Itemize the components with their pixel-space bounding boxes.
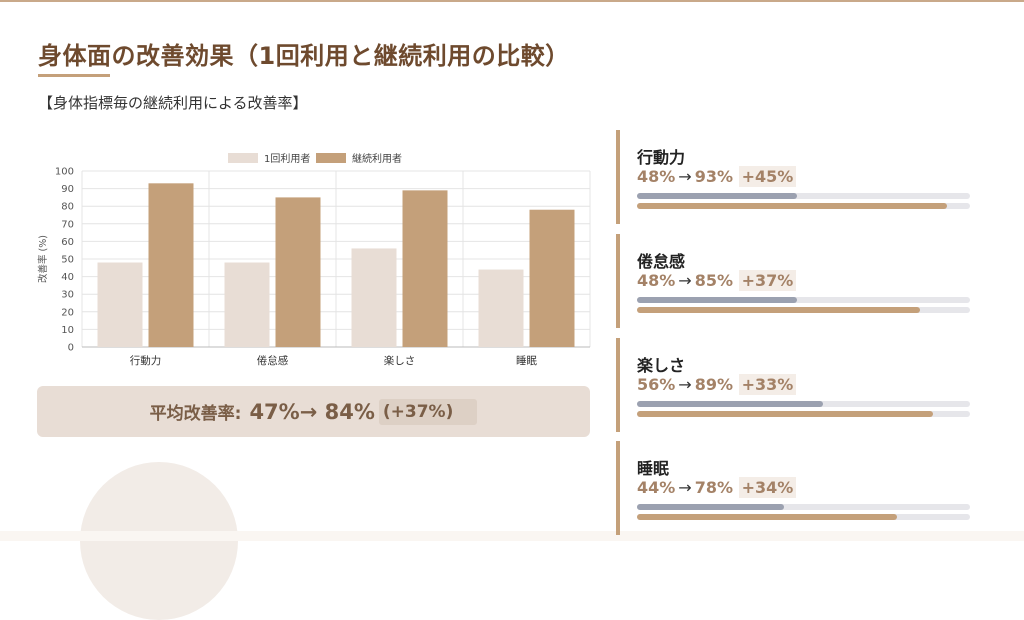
arrow-icon: → <box>678 271 692 290</box>
legend-label: 継続利用者 <box>352 152 402 165</box>
y-tick-label: 90 <box>61 184 74 195</box>
metric-after: 93% <box>694 167 739 186</box>
y-axis-label: 改善率 (%) <box>37 235 49 283</box>
progress-fill-single <box>637 193 797 199</box>
average-label: 平均改善率: <box>149 404 242 424</box>
y-tick-label: 40 <box>61 272 74 283</box>
bar-single <box>224 262 270 347</box>
bar-chart-svg: 0 10 20 30 40 50 60 70 80 90 100 改善率 (%) 行動力 倦怠感 楽しさ 睡眠… <box>37 152 591 367</box>
metric-values: 44% → 78% +34% <box>637 477 797 498</box>
bar-track-single <box>637 297 970 303</box>
bar-track-continuous <box>637 411 970 417</box>
progress-fill-continuous <box>637 514 897 520</box>
y-tick-label: 80 <box>61 202 74 213</box>
metric-values: 48% → 93% +45% <box>637 166 797 187</box>
metric-card: 倦怠感 48% → 85% +37% <box>616 234 980 328</box>
progress-fill-single <box>637 504 784 510</box>
bar-track-continuous <box>637 203 970 209</box>
average-value: 47%→ 84% <box>249 399 375 424</box>
x-tick-label: 倦怠感 <box>257 354 289 367</box>
y-tick-label: 0 <box>68 343 74 354</box>
metric-name: 行動力 <box>637 148 686 167</box>
x-tick-label: 睡眠 <box>516 354 537 367</box>
average-diff: (+37%) <box>378 398 478 425</box>
metric-values: 48% → 85% +37% <box>637 270 797 291</box>
progress-fill-continuous <box>637 307 921 313</box>
metric-diff: +37% <box>738 270 797 291</box>
bar-continuous <box>402 190 448 347</box>
metric-diff: +33% <box>738 374 797 395</box>
metric-after: 89% <box>694 375 739 394</box>
page-subtitle: 【身体指標毎の継続利用による改善率】 <box>38 94 308 112</box>
metric-values: 56% → 89% +33% <box>637 374 797 395</box>
y-tick-label: 60 <box>61 237 74 248</box>
progress-fill-single <box>637 401 824 407</box>
y-tick-label: 70 <box>61 219 74 230</box>
legend-swatch <box>316 153 346 163</box>
title-underline <box>38 74 110 77</box>
arrow-icon: → <box>678 375 692 394</box>
bar-continuous <box>529 209 575 347</box>
bar-single <box>351 248 397 347</box>
bar-single <box>97 262 143 347</box>
average-improvement-box: 平均改善率: 47%→ 84% (+37%) <box>37 386 590 437</box>
y-tick-label: 10 <box>61 325 74 336</box>
metric-card: 睡眠 44% → 78% +34% <box>616 441 980 535</box>
metric-after: 78% <box>694 478 739 497</box>
bar-track-single <box>637 193 970 199</box>
metric-before: 48% <box>637 271 676 290</box>
metric-diff: +34% <box>738 477 797 498</box>
metric-before: 44% <box>637 478 676 497</box>
bar-single <box>478 269 524 347</box>
decorative-circle <box>80 462 238 620</box>
x-tick-label: 行動力 <box>130 354 162 367</box>
bottom-band <box>0 531 1024 541</box>
y-tick-label: 30 <box>61 290 74 301</box>
top-rule <box>0 0 1024 2</box>
metric-after: 85% <box>694 271 739 290</box>
metric-diff: +45% <box>738 166 797 187</box>
bar-track-continuous <box>637 514 970 520</box>
metric-name: 楽しさ <box>637 356 686 375</box>
metric-before: 48% <box>637 167 676 186</box>
arrow-icon: → <box>678 167 692 186</box>
bar-track-single <box>637 504 970 510</box>
progress-fill-continuous <box>637 203 947 209</box>
metric-before: 56% <box>637 375 676 394</box>
legend-label: 1回利用者 <box>264 153 310 165</box>
y-tick-label: 20 <box>61 307 74 318</box>
legend-swatch <box>228 153 258 163</box>
metric-card: 楽しさ 56% → 89% +33% <box>616 338 980 432</box>
bar-continuous <box>148 183 194 347</box>
page-title: 身体面の改善効果（1回利用と継続利用の比較） <box>38 42 570 70</box>
progress-fill-single <box>637 297 797 303</box>
bar-continuous <box>275 197 321 347</box>
arrow-icon: → <box>678 478 692 497</box>
metric-name: 倦怠感 <box>637 252 686 271</box>
metric-name: 睡眠 <box>637 459 670 478</box>
y-tick-label: 100 <box>55 167 74 178</box>
bar-track-single <box>637 401 970 407</box>
progress-fill-continuous <box>637 411 934 417</box>
x-tick-label: 楽しさ <box>384 354 416 367</box>
bar-track-continuous <box>637 307 970 313</box>
bar-chart: 0 10 20 30 40 50 60 70 80 90 100 改善率 (%) 行動力 倦怠感 楽しさ 睡眠… <box>30 145 600 377</box>
y-tick-label: 50 <box>61 255 74 266</box>
metric-card: 行動力 48% → 93% +45% <box>616 130 980 224</box>
